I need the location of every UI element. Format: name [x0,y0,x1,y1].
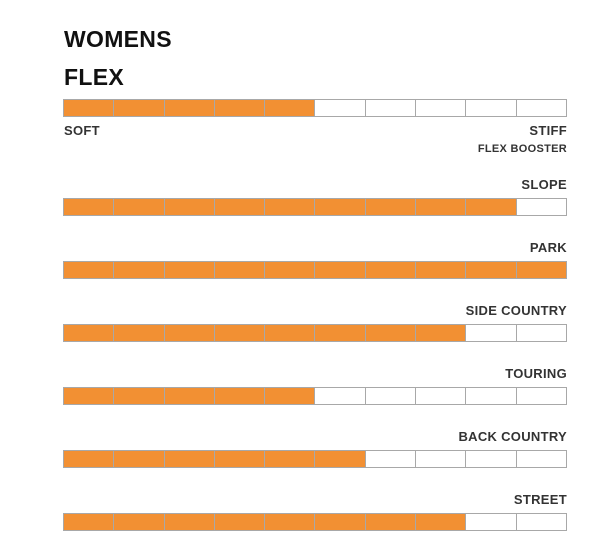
section-title-flex: FLEX [64,64,124,90]
rating-segment-empty [516,514,566,530]
rating-segment-filled [164,262,215,278]
rating-segment-empty [466,325,517,341]
flex-booster-label: FLEX BOOSTER [477,143,567,155]
rating-label-street: STREET [513,492,567,507]
rating-segment-filled [164,388,215,404]
rating-segment-empty [416,388,467,404]
rating-segment-filled [265,100,316,116]
rating-segment-filled [164,100,215,116]
rating-segment-filled [114,325,165,341]
rating-segment-filled [365,514,417,530]
rating-segment-filled [365,199,417,215]
rating-segment-empty [466,388,517,404]
rating-segment-empty [416,100,467,116]
rating-segment-filled [265,514,316,530]
rating-segment-filled [64,388,115,404]
rating-segment-empty [315,388,366,404]
rating-segment-filled [265,325,316,341]
rating-segment-filled [114,451,165,467]
rating-segment-empty [516,388,566,404]
rating-segment-filled [114,514,165,530]
rating-segment-filled [265,451,316,467]
rating-segment-filled [315,451,366,467]
rating-label-touring: TOURING [505,366,567,381]
rating-segment-empty [516,100,566,116]
rating-segment-filled [64,262,115,278]
rating-bar-slope [63,198,567,216]
rating-segment-empty [365,451,417,467]
scale-min-label: SOFT [64,123,100,138]
rating-segment-filled [416,262,467,278]
rating-label-slope: SLOPE [521,177,567,192]
rating-segment-filled [516,262,566,278]
rating-segment-filled [265,199,316,215]
rating-segment-filled [214,262,266,278]
rating-segment-filled [164,514,215,530]
rating-segment-filled [164,325,215,341]
rating-segment-filled [214,325,266,341]
rating-segment-empty [365,388,417,404]
scale-max-label: STIFF [529,123,567,138]
rating-bar-side-country [63,324,567,342]
rating-segment-filled [214,388,266,404]
rating-segment-empty [516,199,566,215]
rating-segment-filled [164,451,215,467]
rating-segment-filled [466,199,517,215]
rating-segment-filled [64,514,115,530]
rating-segment-empty [365,100,417,116]
rating-segment-empty [516,451,566,467]
rating-segment-filled [214,199,266,215]
rating-bar-street [63,513,567,531]
rating-segment-filled [114,100,165,116]
rating-segment-filled [265,388,316,404]
rating-segment-filled [64,199,115,215]
rating-bar-park [63,261,567,279]
rating-segment-filled [416,514,467,530]
rating-segment-filled [114,388,165,404]
rating-segment-filled [64,451,115,467]
rating-segment-filled [214,514,266,530]
page-title: WOMENS [64,26,172,52]
rating-label-park: PARK [529,240,567,255]
rating-segment-filled [214,451,266,467]
rating-segment-empty [315,100,366,116]
rating-segment-empty [466,100,517,116]
rating-segment-empty [466,451,517,467]
rating-segment-filled [214,100,266,116]
rating-label-back-country: BACK COUNTRY [458,429,567,444]
rating-segment-filled [315,325,366,341]
rating-segment-filled [315,514,366,530]
rating-segment-filled [64,100,115,116]
rating-segment-filled [114,262,165,278]
rating-bar-touring [63,387,567,405]
rating-segment-empty [516,325,566,341]
rating-segment-filled [466,262,517,278]
rating-segment-filled [365,262,417,278]
rating-segment-filled [315,262,366,278]
flex-rating-bar [63,99,567,117]
rating-segment-empty [466,514,517,530]
rating-segment-filled [114,199,165,215]
rating-segment-filled [315,199,366,215]
rating-segment-filled [416,325,467,341]
rating-segment-empty [416,451,467,467]
rating-segment-filled [265,262,316,278]
rating-segment-filled [365,325,417,341]
rating-label-side-country: SIDE COUNTRY [465,303,567,318]
rating-segment-filled [64,325,115,341]
rating-segment-filled [164,199,215,215]
rating-segment-filled [416,199,467,215]
rating-bar-back-country [63,450,567,468]
